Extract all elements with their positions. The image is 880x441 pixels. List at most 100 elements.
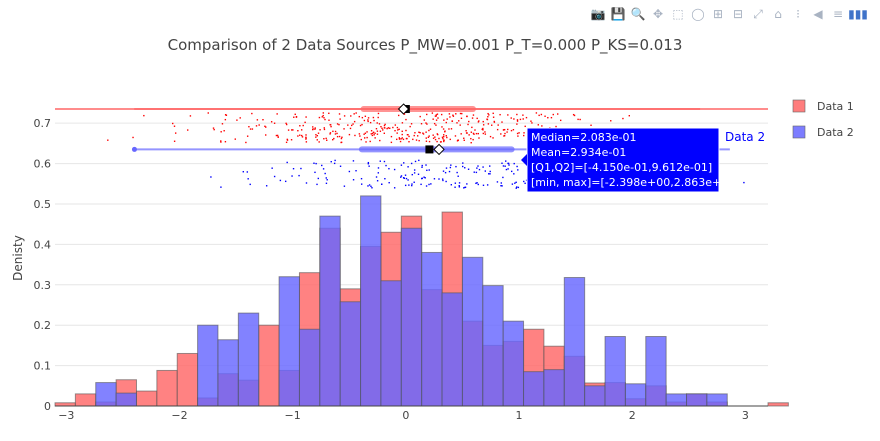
rug-point-data1 [372,116,375,119]
bar-data2[interactable] [360,195,382,407]
bar-data2[interactable] [115,392,137,407]
rug-point-data1 [504,132,506,135]
zoom-in-icon[interactable]: ⊞ [712,7,724,21]
bar-data2[interactable] [319,215,341,407]
bar-data2[interactable] [624,383,647,407]
rug-point-data1 [435,124,437,126]
rug-point-data1 [531,122,533,124]
legend-label-2[interactable]: Data 2 [817,126,854,139]
bar-data2[interactable] [645,336,667,407]
rug-point-data2 [377,167,380,169]
rug-point-data1 [331,138,334,141]
rug-point-data1 [432,118,434,120]
legend[interactable]: Data 1 Data 2 [792,99,854,139]
save-icon[interactable]: 💾 [610,7,626,21]
bar-data1[interactable] [258,324,280,407]
bar-data2[interactable] [95,382,117,407]
bar-data2[interactable] [543,369,565,407]
bar-data1[interactable] [156,369,178,407]
hover-trace-name: Data 2 [725,130,765,144]
rug-point-data1 [350,115,352,117]
bar-data2[interactable] [197,324,219,407]
rug-point-data1 [220,141,222,143]
bar-data2[interactable] [604,336,626,407]
rug-point-data1 [523,132,525,134]
rug-point-data1 [425,122,427,124]
rug-point-data1 [448,113,451,115]
rug-point-data1 [538,114,540,117]
bar-data2[interactable] [563,277,586,407]
hover-compare-icon[interactable]: ≡ [832,7,844,21]
autoscale-icon[interactable]: ⤢ [753,6,763,21]
rug-point-data2 [326,179,328,181]
bar-data2[interactable] [237,312,260,407]
camera-icon[interactable]: 📷 [590,7,606,21]
bar-data2[interactable] [502,320,525,407]
rug-point-data1 [503,135,506,137]
chart-title: Comparison of 2 Data Sources P_MW=0.001 … [168,36,683,55]
bar-data2[interactable] [217,339,239,407]
legend-swatch-1[interactable] [792,99,806,113]
bar-data1[interactable] [74,393,97,407]
rug-point-data1 [435,114,438,116]
rug-point-data1 [285,141,288,144]
bar-data1[interactable] [767,402,789,407]
rug-point-data2 [408,184,410,186]
rug-point-data1 [373,119,375,122]
rug-point-data1 [302,124,304,127]
rug-point-data1 [454,135,457,137]
bar-data2[interactable] [339,301,362,407]
bar-data2[interactable] [400,227,423,407]
rug-point-data2 [433,178,436,180]
bar-data2[interactable] [421,251,443,407]
rug-point-data1 [343,128,345,130]
rug-point-data1 [321,116,323,118]
bar-data2[interactable] [584,385,606,407]
rug-point-data2 [210,176,212,178]
pan-icon[interactable]: ✥ [652,7,664,21]
bar-data2[interactable] [686,393,708,407]
rug-point-data1 [359,135,361,137]
bar-data2[interactable] [706,393,728,407]
bar-data2[interactable] [523,371,545,407]
rug-point-data2 [489,173,491,175]
rug-point-data1 [517,135,519,137]
rug-point-data1 [428,135,430,137]
spike-lines-icon[interactable]: ⁝ [796,7,800,21]
rug-point-data2 [421,177,423,180]
bar-data2[interactable] [482,285,504,407]
legend-label-1[interactable]: Data 1 [817,100,854,113]
rug-point-data2 [450,184,453,186]
bar-data2[interactable] [380,280,402,407]
zoom-icon[interactable]: 🔍 [630,7,646,21]
rug-point-data1 [432,137,435,139]
rug-point-data1 [299,134,301,136]
bar-data2[interactable] [665,393,688,407]
rug-point-data2 [482,184,485,187]
bar-data2[interactable] [278,276,300,407]
plotly-logo-icon[interactable]: ▮▮▮ [848,7,868,21]
rug-point-data1 [258,124,260,126]
rug-point-data1 [246,135,249,137]
rug-point-data1 [285,122,287,125]
data1-box[interactable] [360,106,477,113]
hover-closest-icon[interactable]: ◀ [813,7,823,21]
bar-data2[interactable] [461,256,484,407]
rug-point-data1 [396,132,398,134]
lasso-icon[interactable]: ◯ [691,7,705,21]
rug-point-data1 [422,132,424,134]
rug-point-data1 [474,129,476,131]
histogram-bars [54,195,789,407]
box-select-icon[interactable]: ⬚ [672,7,684,21]
zoom-out-icon[interactable]: ⊟ [732,7,744,21]
rug-point-data1 [446,118,448,120]
hover-line: [Q1,Q2]=[-4.150e-01,9.612e-01] [531,161,712,174]
bar-data2[interactable] [298,328,321,407]
rug-point-data2 [400,175,403,177]
legend-swatch-2[interactable] [792,125,806,139]
bar-data2[interactable] [441,292,463,407]
rug-point-data1 [377,116,379,119]
bar-data1[interactable] [176,352,199,407]
bar-data1[interactable] [135,390,158,407]
home-icon[interactable]: ⌂ [774,7,782,21]
